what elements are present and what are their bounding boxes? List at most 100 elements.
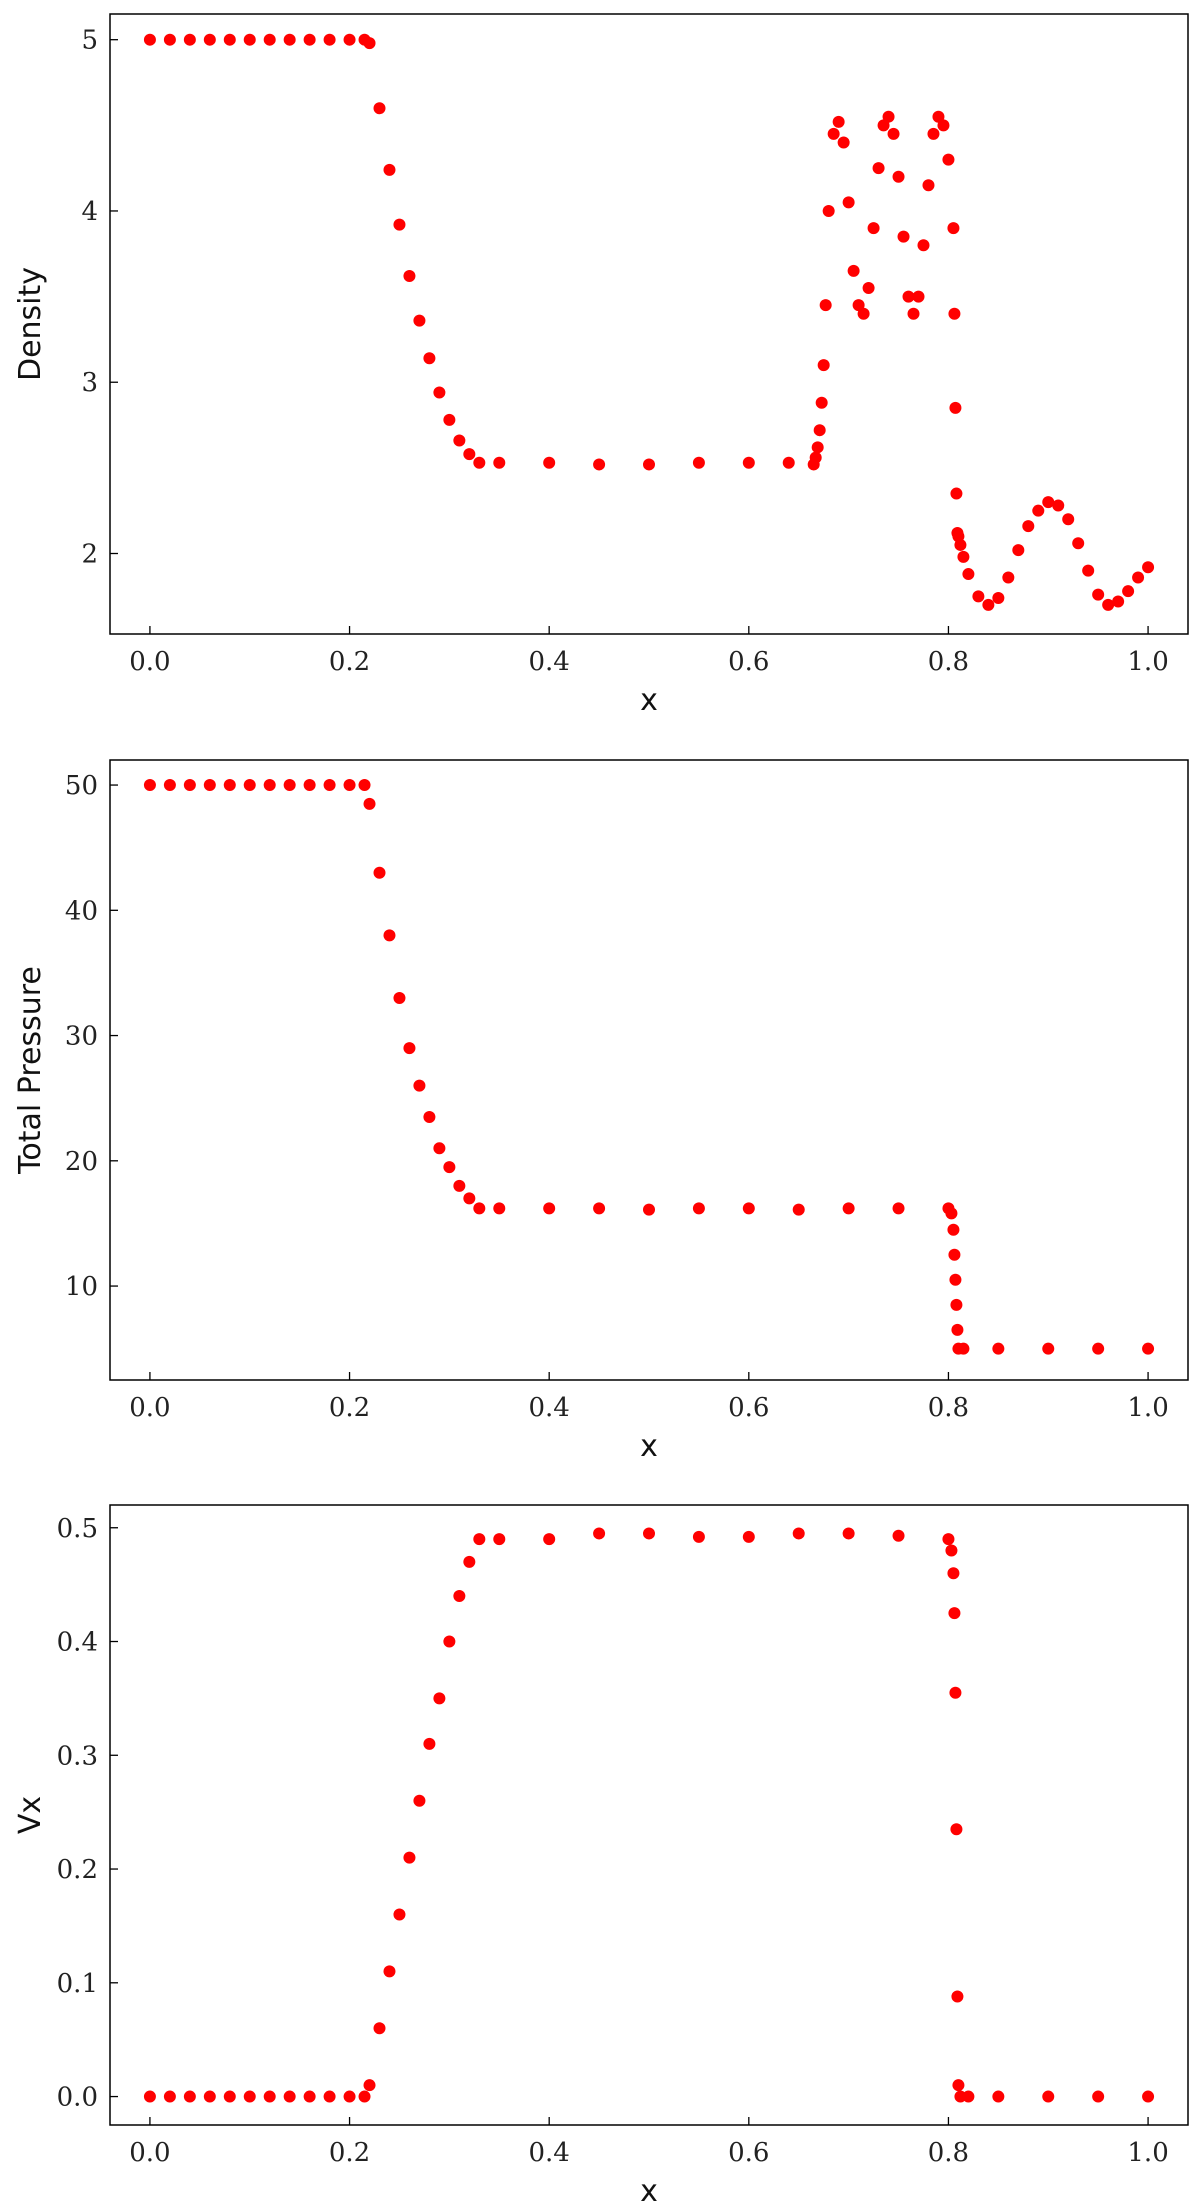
density-data-point bbox=[433, 386, 446, 399]
total-pressure-data-point bbox=[543, 1202, 556, 1215]
total-pressure-data-point bbox=[945, 1207, 958, 1220]
density-data-point bbox=[463, 448, 476, 461]
vx-data-point bbox=[1092, 2090, 1105, 2103]
vx-data-point bbox=[951, 1990, 964, 2003]
vx-data-point bbox=[1042, 2090, 1055, 2103]
total-pressure-x-axis-label: x bbox=[640, 1429, 658, 1464]
vx-data-point bbox=[947, 1567, 960, 1580]
density-data-point bbox=[1012, 544, 1025, 557]
total-pressure-data-point bbox=[283, 779, 296, 792]
density-data-point bbox=[1142, 561, 1155, 574]
total-pressure-data-point bbox=[842, 1202, 855, 1215]
density-data-point bbox=[942, 153, 955, 166]
vx-data-point bbox=[742, 1530, 755, 1543]
density-data-point bbox=[203, 33, 216, 46]
vx-data-point bbox=[949, 1686, 962, 1699]
density-data-point bbox=[263, 33, 276, 46]
total-pressure-data-point bbox=[792, 1203, 805, 1216]
density-data-point bbox=[837, 136, 850, 149]
density-data-point bbox=[303, 33, 316, 46]
density-data-point bbox=[782, 456, 795, 469]
vx-data-point bbox=[433, 1692, 446, 1705]
density-data-point bbox=[323, 33, 336, 46]
vx-data-point bbox=[393, 1908, 406, 1921]
total-pressure-x-tick-label: 0.8 bbox=[928, 1393, 969, 1423]
density-x-tick-label: 0.4 bbox=[529, 647, 570, 677]
density-data-point bbox=[1122, 585, 1135, 598]
vx-data-point bbox=[892, 1529, 905, 1542]
vx-data-point bbox=[403, 1851, 416, 1864]
total-pressure-data-point bbox=[947, 1223, 960, 1236]
density-data-point bbox=[423, 352, 436, 365]
density-data-point bbox=[922, 179, 935, 192]
vx-data-point bbox=[1142, 2090, 1155, 2103]
vx-data-point bbox=[473, 1533, 486, 1546]
density-data-point bbox=[493, 456, 506, 469]
density-data-point bbox=[1002, 571, 1015, 584]
density-data-point bbox=[882, 110, 895, 123]
density-data-point bbox=[912, 290, 925, 303]
density-data-point bbox=[742, 456, 755, 469]
total-pressure-data-point bbox=[951, 1323, 964, 1336]
density-data-point bbox=[383, 163, 396, 176]
density-y-tick-label: 2 bbox=[81, 540, 98, 570]
total-pressure-data-point bbox=[1042, 1342, 1055, 1355]
vx-data-point bbox=[945, 1544, 958, 1557]
density-data-point bbox=[813, 424, 826, 437]
density-data-point bbox=[950, 487, 963, 500]
density-data-point bbox=[373, 102, 386, 115]
vx-y-tick-label: 0.5 bbox=[57, 1514, 98, 1544]
density-data-point bbox=[363, 37, 376, 50]
vx-data-point bbox=[163, 2090, 176, 2103]
total-pressure-data-point bbox=[1092, 1342, 1105, 1355]
density-data-point bbox=[1022, 520, 1035, 533]
density-data-point bbox=[1112, 595, 1125, 608]
total-pressure-data-point bbox=[463, 1192, 476, 1205]
total-pressure-data-point bbox=[950, 1298, 963, 1311]
total-pressure-data-point bbox=[403, 1042, 416, 1055]
density-data-point bbox=[1092, 588, 1105, 601]
density-data-point bbox=[1082, 564, 1095, 577]
total-pressure-data-point bbox=[303, 779, 316, 792]
total-pressure-panel: 0.0 0.2 0.4 0.6 0.8 1.0 10 20 30 40 50 x Total Press… bbox=[13, 759, 1189, 1464]
vx-x-tick-label: 1.0 bbox=[1127, 2138, 1168, 2168]
vx-data-point bbox=[143, 2090, 156, 2103]
vx-data-point bbox=[992, 2090, 1005, 2103]
total-pressure-data-point bbox=[223, 779, 236, 792]
total-pressure-plot-frame bbox=[109, 759, 1189, 1381]
density-data-point bbox=[892, 170, 905, 183]
density-x-tick-label: 0.6 bbox=[728, 647, 769, 677]
density-data-point bbox=[143, 33, 156, 46]
total-pressure-data-point bbox=[692, 1202, 705, 1215]
vx-data-point bbox=[243, 2090, 256, 2103]
vx-data-point bbox=[183, 2090, 196, 2103]
vx-data-point bbox=[323, 2090, 336, 2103]
vx-y-tick-label: 0.3 bbox=[57, 1741, 98, 1771]
total-pressure-y-tick-label: 10 bbox=[65, 1272, 98, 1302]
vx-data-point bbox=[692, 1530, 705, 1543]
density-data-point bbox=[847, 264, 860, 277]
density-data-point bbox=[949, 401, 962, 414]
vx-data-point bbox=[453, 1590, 466, 1603]
total-pressure-data-point bbox=[443, 1161, 456, 1174]
total-pressure-data-point bbox=[948, 1248, 961, 1261]
total-pressure-data-point bbox=[358, 779, 371, 792]
density-data-point bbox=[947, 222, 960, 235]
total-pressure-y-tick-label: 40 bbox=[65, 896, 98, 926]
density-data-point bbox=[897, 230, 910, 243]
density-data-point bbox=[822, 204, 835, 217]
vx-data-point bbox=[423, 1737, 436, 1750]
vx-data-point bbox=[942, 1533, 955, 1546]
density-data-point bbox=[1102, 598, 1115, 611]
vx-data-point bbox=[593, 1527, 606, 1540]
density-data-point bbox=[1042, 496, 1055, 509]
total-pressure-data-point bbox=[143, 779, 156, 792]
vx-data-point bbox=[363, 2079, 376, 2092]
vx-data-point bbox=[952, 2079, 965, 2092]
density-data-point bbox=[393, 218, 406, 231]
density-data-point bbox=[1052, 499, 1065, 512]
density-data-point bbox=[223, 33, 236, 46]
vx-x-tick-label: 0.6 bbox=[728, 2138, 769, 2168]
total-pressure-data-point bbox=[363, 797, 376, 810]
density-data-point bbox=[815, 396, 828, 409]
